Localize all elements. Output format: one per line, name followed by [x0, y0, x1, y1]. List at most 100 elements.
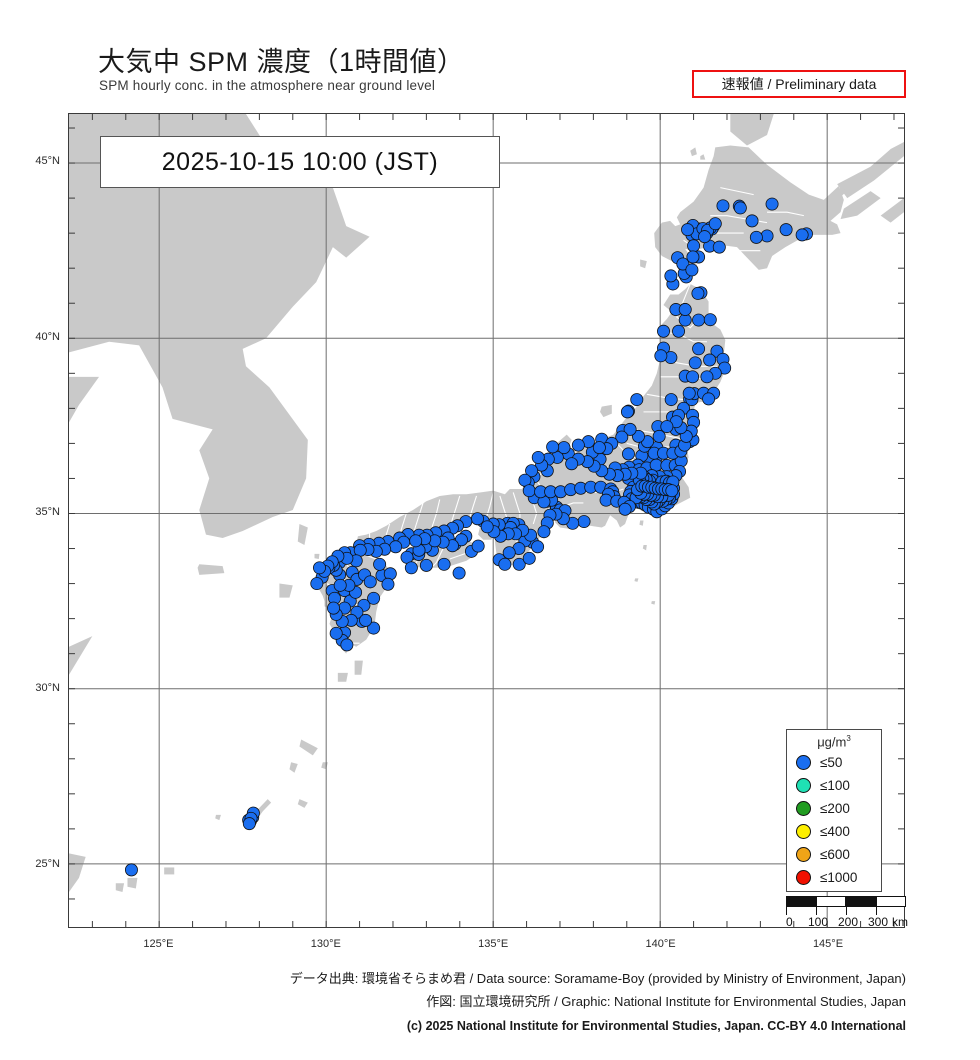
scale-bar: 0 100 200 300 km: [786, 896, 908, 930]
station-point[interactable]: [471, 539, 485, 553]
station-point[interactable]: [664, 269, 678, 283]
station-point[interactable]: [657, 324, 671, 338]
station-point[interactable]: [367, 621, 381, 635]
station-point[interactable]: [676, 257, 690, 271]
station-point[interactable]: [419, 558, 433, 572]
station-point[interactable]: [630, 393, 644, 407]
scalebar-segment: [876, 896, 906, 907]
station-point[interactable]: [660, 420, 674, 434]
station-point[interactable]: [623, 422, 637, 436]
station-point[interactable]: [480, 520, 494, 534]
station-point[interactable]: [363, 575, 377, 589]
station-point[interactable]: [531, 540, 545, 554]
station-point[interactable]: [340, 638, 354, 652]
station-point[interactable]: [404, 561, 418, 575]
landmass-polygon: [840, 191, 881, 220]
station-point[interactable]: [525, 464, 539, 478]
station-point[interactable]: [749, 230, 763, 244]
station-point[interactable]: [327, 601, 341, 615]
station-point[interactable]: [621, 447, 635, 461]
station-point[interactable]: [681, 223, 695, 237]
station-point[interactable]: [242, 817, 256, 831]
station-point[interactable]: [686, 250, 700, 264]
station-point[interactable]: [708, 217, 722, 231]
station-point[interactable]: [333, 578, 347, 592]
station-point[interactable]: [700, 370, 714, 384]
station-point[interactable]: [760, 229, 774, 243]
legend-row: ≤200: [787, 797, 881, 820]
station-point[interactable]: [716, 199, 730, 213]
station-point[interactable]: [512, 557, 526, 571]
station-point[interactable]: [454, 533, 468, 547]
legend-item-label: ≤1000: [820, 870, 858, 886]
station-point[interactable]: [522, 484, 536, 498]
station-point[interactable]: [437, 557, 451, 571]
longitude-tick-label: 135°E: [478, 938, 509, 950]
station-point[interactable]: [733, 201, 747, 215]
station-point[interactable]: [577, 515, 591, 529]
legend-row: ≤1000: [787, 866, 881, 889]
station-point[interactable]: [687, 239, 701, 253]
station-point[interactable]: [745, 214, 759, 228]
station-point[interactable]: [531, 450, 545, 464]
station-point[interactable]: [599, 493, 613, 507]
station-point[interactable]: [631, 429, 645, 443]
station-point[interactable]: [685, 263, 699, 277]
station-point[interactable]: [664, 393, 678, 407]
map-canvas[interactable]: [68, 113, 905, 928]
station-point[interactable]: [652, 429, 666, 443]
landmass-polygon: [600, 404, 612, 418]
station-point[interactable]: [692, 313, 706, 327]
scalebar-segment: [846, 896, 876, 907]
station-point[interactable]: [383, 567, 397, 581]
station-point[interactable]: [498, 557, 512, 571]
station-point[interactable]: [678, 303, 692, 317]
station-point[interactable]: [703, 353, 717, 367]
station-point[interactable]: [381, 577, 395, 591]
landmass-polygon: [639, 520, 644, 526]
station-point[interactable]: [654, 349, 668, 363]
station-point[interactable]: [367, 591, 381, 605]
station-point[interactable]: [565, 457, 579, 471]
station-point[interactable]: [618, 502, 632, 516]
station-point[interactable]: [779, 223, 793, 237]
legend-row: ≤50: [787, 751, 881, 774]
station-point[interactable]: [620, 405, 634, 419]
station-point[interactable]: [795, 228, 809, 242]
station-point[interactable]: [592, 441, 606, 455]
station-point[interactable]: [329, 626, 343, 640]
station-point[interactable]: [359, 613, 373, 627]
station-point[interactable]: [313, 561, 326, 575]
station-point[interactable]: [698, 230, 712, 244]
station-point[interactable]: [409, 534, 423, 548]
landmass-polygon: [640, 259, 647, 269]
station-points: [124, 197, 813, 877]
station-point[interactable]: [691, 286, 705, 300]
station-point[interactable]: [686, 370, 700, 384]
station-point[interactable]: [389, 540, 403, 554]
station-point[interactable]: [665, 484, 679, 498]
station-point[interactable]: [712, 240, 726, 254]
station-point[interactable]: [522, 551, 536, 565]
station-point[interactable]: [765, 197, 779, 211]
station-point[interactable]: [688, 356, 702, 370]
station-point[interactable]: [571, 438, 585, 452]
station-point[interactable]: [546, 440, 560, 454]
station-point[interactable]: [124, 863, 138, 877]
station-point[interactable]: [470, 512, 484, 526]
station-point[interactable]: [373, 557, 387, 571]
landmass-polygon: [354, 660, 363, 675]
legend-row-list: ≤50 ≤100 ≤200 ≤400 ≤600 ≤1000: [787, 751, 881, 889]
station-point[interactable]: [703, 313, 717, 327]
station-point[interactable]: [557, 441, 571, 455]
station-point[interactable]: [502, 546, 516, 560]
station-point[interactable]: [310, 577, 324, 591]
station-point[interactable]: [615, 430, 629, 444]
station-point[interactable]: [682, 386, 696, 400]
landmass-polygon: [164, 867, 175, 875]
station-point[interactable]: [702, 392, 716, 406]
station-point[interactable]: [692, 342, 706, 356]
station-point[interactable]: [452, 566, 466, 580]
station-point[interactable]: [672, 324, 686, 338]
station-point[interactable]: [537, 525, 551, 539]
